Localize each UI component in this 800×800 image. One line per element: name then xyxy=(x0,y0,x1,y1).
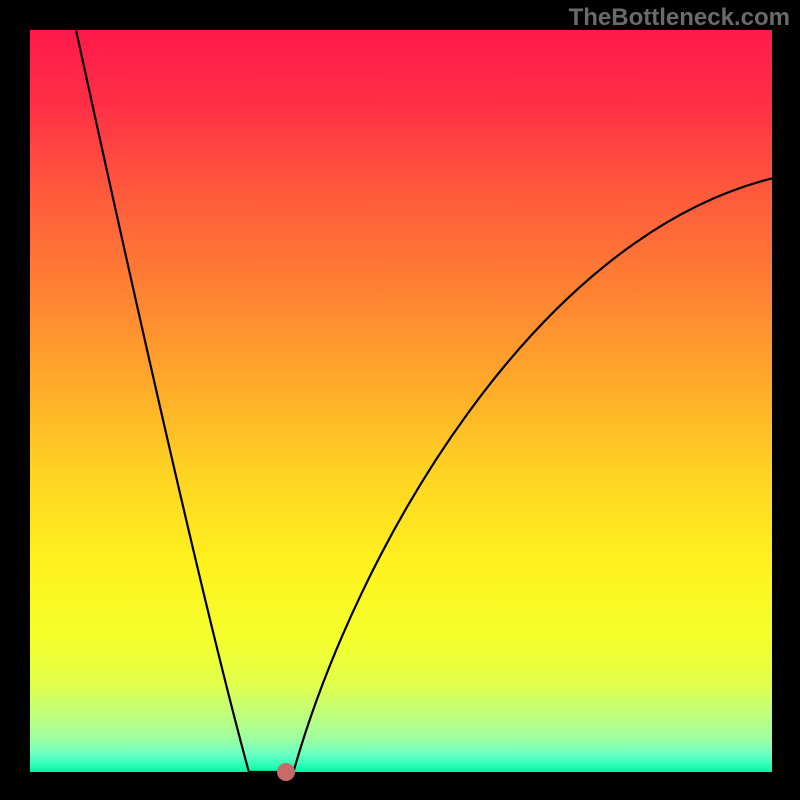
optimal-point-marker xyxy=(277,763,295,781)
plot-area-gradient xyxy=(30,30,772,772)
chart-container: TheBottleneck.com xyxy=(0,0,800,800)
bottleneck-chart xyxy=(0,0,800,800)
watermark-text: TheBottleneck.com xyxy=(569,4,790,32)
